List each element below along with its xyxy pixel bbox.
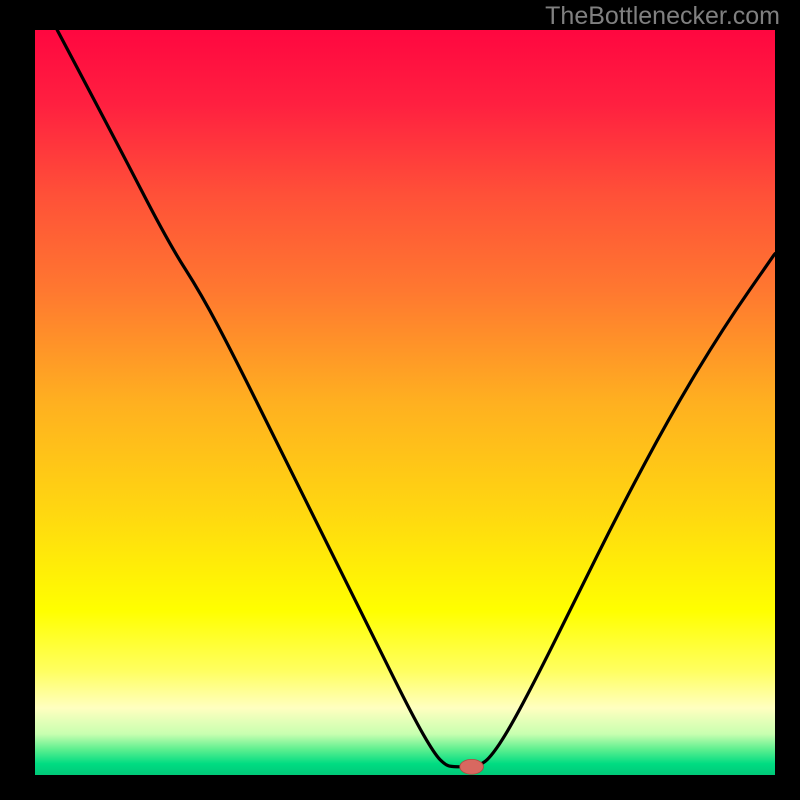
bottleneck-curve-chart xyxy=(35,30,775,775)
bottleneck-optimum-marker xyxy=(460,759,484,774)
chart-background xyxy=(35,30,775,775)
watermark-text: TheBottlenecker.com xyxy=(545,2,780,31)
chart-stage: TheBottlenecker.com xyxy=(0,0,800,800)
